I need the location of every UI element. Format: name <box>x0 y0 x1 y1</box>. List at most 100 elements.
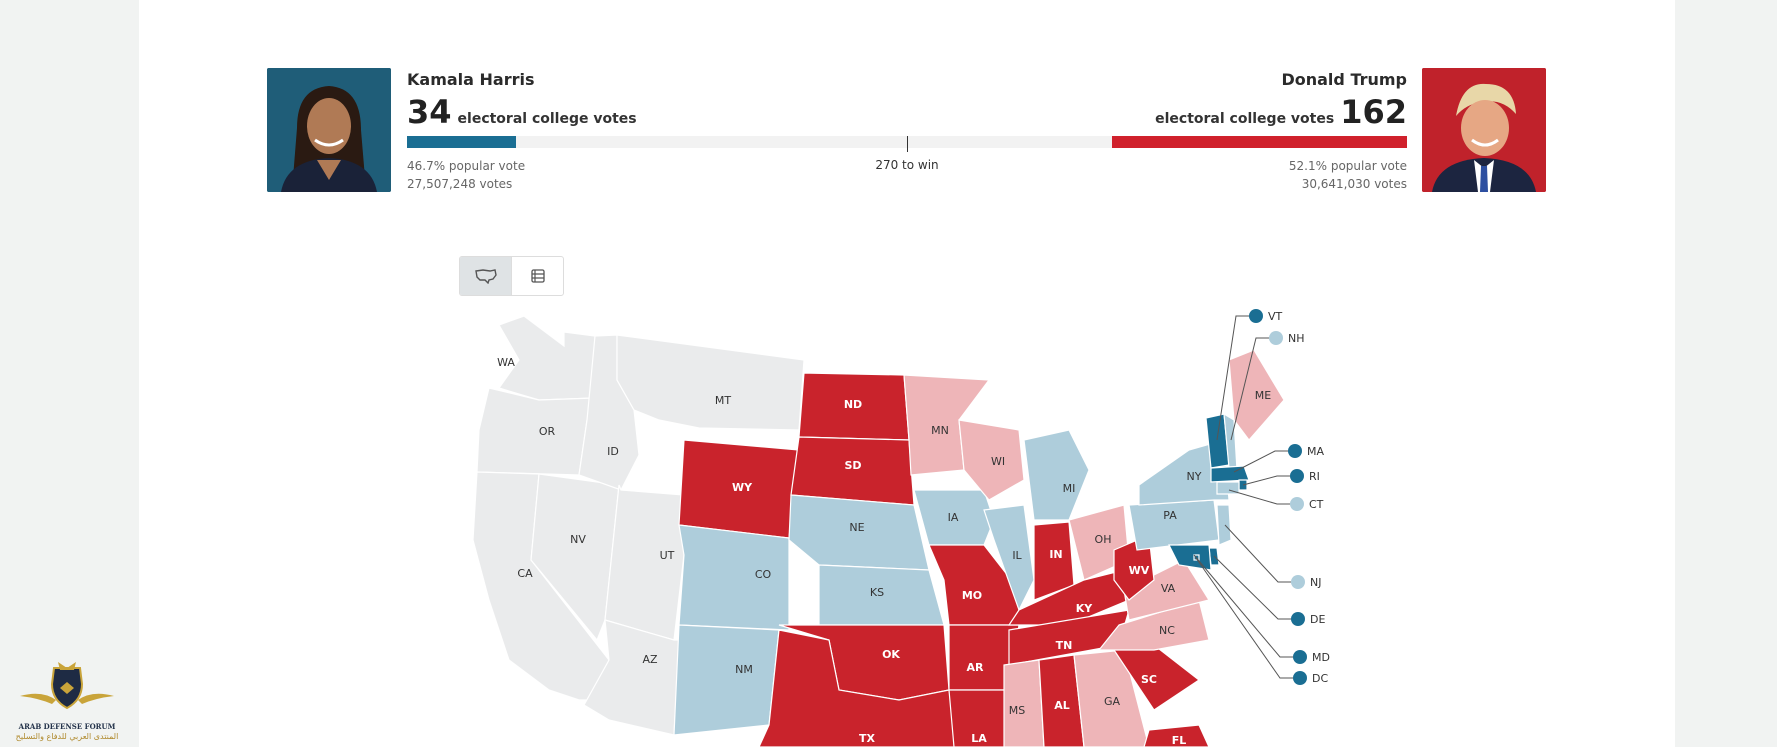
state-label-wi: WI <box>991 455 1005 468</box>
state-label-wv: WV <box>1129 564 1150 577</box>
state-ma[interactable] <box>1210 465 1250 483</box>
state-label-ut: UT <box>660 549 675 562</box>
callout-label-nj: NJ <box>1310 576 1321 589</box>
callout-dot-ma[interactable] <box>1288 444 1302 458</box>
state-label-nm: NM <box>735 663 753 676</box>
view-toggle <box>459 256 564 296</box>
table-list-icon <box>530 269 545 283</box>
callout-line-de <box>1213 555 1298 620</box>
logo-subtext: المنتدى العربي للدفاع والتسليح <box>15 732 119 741</box>
us-map-icon <box>474 269 497 284</box>
state-co[interactable] <box>678 524 790 631</box>
trump-popular-pct: 52.1% popular vote <box>1288 159 1407 173</box>
harris-photo <box>267 68 391 192</box>
callout-label-ct: CT <box>1309 498 1324 511</box>
callout-dot-ri[interactable] <box>1290 469 1304 483</box>
state-label-az: AZ <box>642 653 658 666</box>
callout-dot-md[interactable] <box>1293 650 1307 664</box>
state-label-ms: MS <box>1009 704 1025 717</box>
state-label-pa: PA <box>1163 509 1177 522</box>
state-label-ny: NY <box>1187 470 1202 483</box>
state-al[interactable] <box>1038 654 1085 747</box>
trump-ev-label: electoral college votes <box>1155 111 1335 127</box>
state-la[interactable] <box>948 689 1020 747</box>
state-label-ks: KS <box>870 586 884 599</box>
callout-label-ma: MA <box>1307 445 1324 458</box>
callout-line-nj <box>1224 524 1298 583</box>
state-label-in: IN <box>1049 548 1062 561</box>
arab-defense-forum-logo: ARAB DEFENSE FORUM المنتدى العربي للدفاع… <box>12 660 122 744</box>
callout-label-de: DE <box>1310 613 1325 626</box>
forum-emblem-icon <box>20 662 114 710</box>
state-ny[interactable] <box>1138 439 1230 506</box>
callout-label-nh: NH <box>1288 332 1305 345</box>
callout-label-ri: RI <box>1309 470 1320 483</box>
callout-dot-vt[interactable] <box>1249 309 1263 323</box>
callout-dot-nj[interactable] <box>1291 575 1305 589</box>
callout-dot-dc[interactable] <box>1293 671 1307 685</box>
state-label-il: IL <box>1012 549 1022 562</box>
trump-ev: electoral college votes 162 <box>1155 94 1407 130</box>
state-label-oh: OH <box>1095 533 1112 546</box>
trump-progress-fill <box>1111 136 1407 148</box>
state-wi[interactable] <box>958 419 1025 501</box>
state-label-nd: ND <box>844 398 862 411</box>
results-page: Kamala Harris 34 electoral college votes… <box>139 0 1675 747</box>
state-tx[interactable] <box>758 629 960 747</box>
state-pa[interactable] <box>1128 499 1220 551</box>
state-label-mt: MT <box>715 394 731 407</box>
us-electoral-map: WA OR CA NV ID MT UT AZ WY CO NM ND SD NE KS OK TX MN IA MO… <box>472 309 1330 747</box>
state-label-ok: OK <box>882 648 900 661</box>
state-label-nv: NV <box>570 533 586 546</box>
callout-dot-ct[interactable] <box>1290 497 1304 511</box>
state-ia[interactable] <box>913 489 995 546</box>
state-ut[interactable] <box>604 484 685 641</box>
state-mt[interactable] <box>616 334 805 431</box>
state-me[interactable] <box>1228 349 1285 441</box>
state-az[interactable] <box>583 619 680 736</box>
table-view-button[interactable] <box>511 257 563 295</box>
state-va[interactable] <box>1123 559 1210 621</box>
state-label-ca: CA <box>517 567 533 580</box>
electoral-progress-bar <box>407 136 1407 152</box>
state-label-id: ID <box>607 445 619 458</box>
state-label-co: CO <box>755 568 772 581</box>
state-nm[interactable] <box>673 624 780 736</box>
state-or[interactable] <box>476 387 595 476</box>
state-fl[interactable] <box>1143 724 1210 747</box>
callout-label-dc: DC <box>1312 672 1328 685</box>
win-threshold-marker <box>907 136 908 152</box>
harris-name: Kamala Harris <box>407 70 535 89</box>
state-mi[interactable] <box>1023 429 1090 521</box>
harris-progress-fill <box>407 136 517 148</box>
trump-photo <box>1422 68 1546 192</box>
trump-popular: 52.1% popular vote 30,641,030 votes <box>1289 157 1407 193</box>
harris-ev-label: electoral college votes <box>457 111 637 127</box>
state-label-wa: WA <box>497 356 515 369</box>
state-label-wy: WY <box>732 481 753 494</box>
state-nj[interactable] <box>1216 504 1232 546</box>
state-label-ne: NE <box>849 521 864 534</box>
state-il[interactable] <box>983 504 1035 612</box>
map-view-button[interactable] <box>460 257 511 295</box>
state-label-or: OR <box>539 425 556 438</box>
state-label-ky: KY <box>1076 602 1094 615</box>
state-label-al: AL <box>1054 699 1070 712</box>
harris-popular: 46.7% popular vote 27,507,248 votes <box>407 157 525 193</box>
state-label-mn: MN <box>931 424 949 437</box>
state-ms[interactable] <box>1003 659 1045 747</box>
callout-line-ri <box>1242 475 1297 486</box>
callout-dot-de[interactable] <box>1291 612 1305 626</box>
state-label-va: VA <box>1161 582 1176 595</box>
harris-ev: 34 electoral college votes <box>407 94 637 130</box>
callout-dot-nh[interactable] <box>1269 331 1283 345</box>
harris-vote-count: 27,507,248 votes <box>407 177 513 191</box>
state-label-ar: AR <box>967 661 985 674</box>
state-label-me: ME <box>1255 389 1271 402</box>
state-label-ia: IA <box>948 511 959 524</box>
state-label-mi: MI <box>1063 482 1076 495</box>
state-label-sc: SC <box>1141 673 1157 686</box>
state-label-sd: SD <box>844 459 861 472</box>
state-label-nc: NC <box>1159 624 1175 637</box>
to-win-label: 270 to win <box>875 158 939 172</box>
